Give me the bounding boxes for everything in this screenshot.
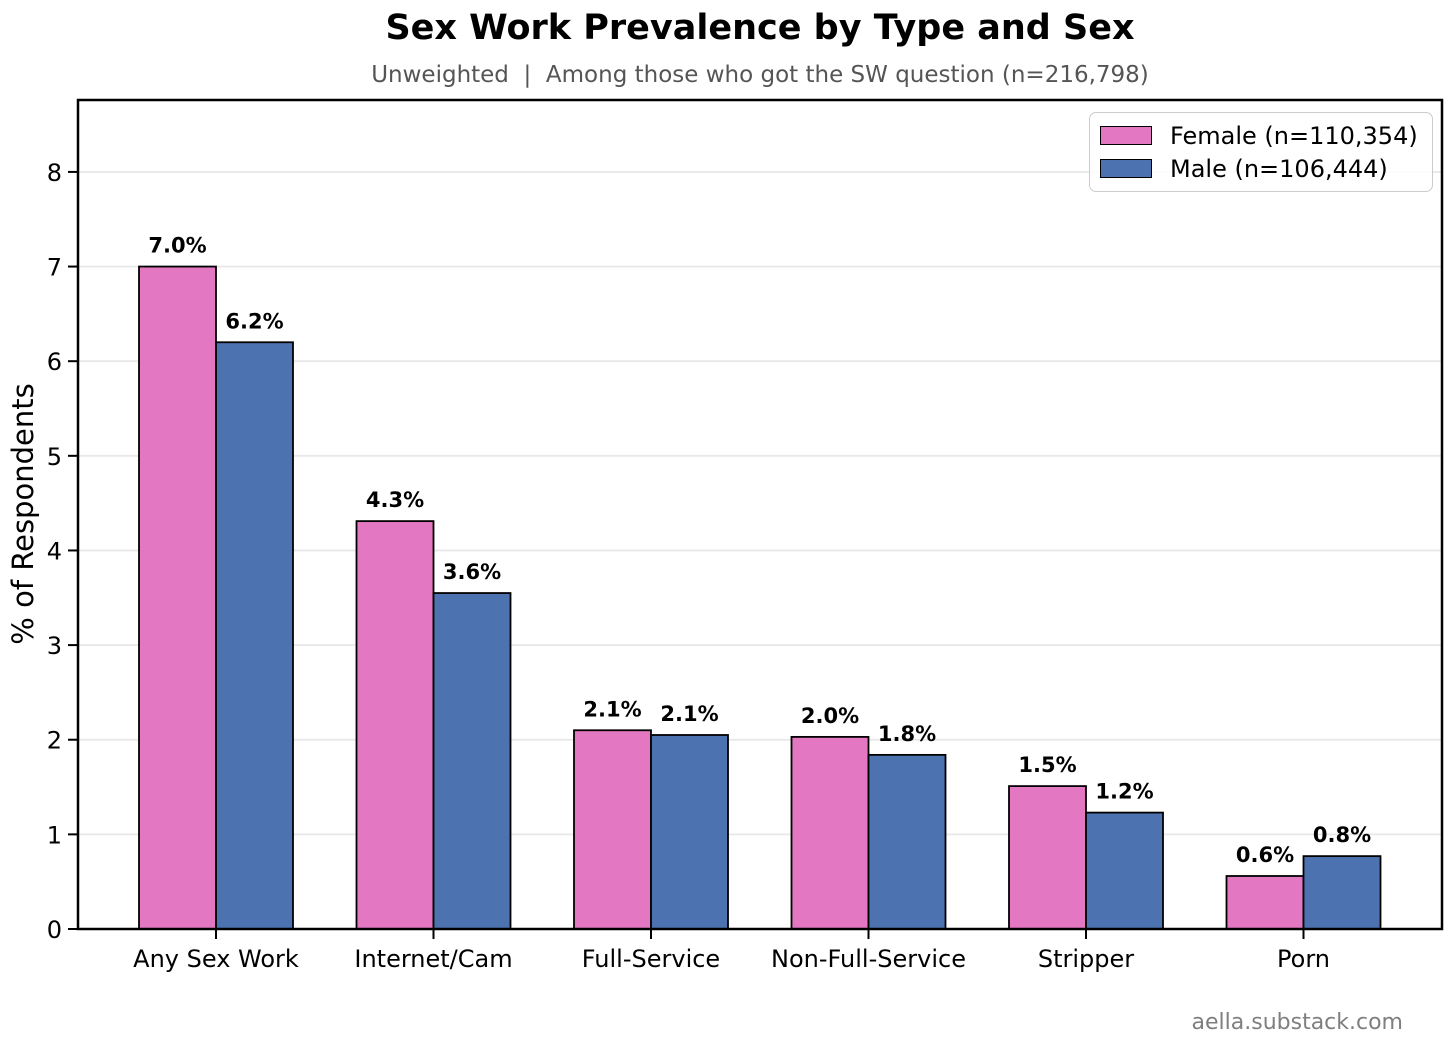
value-label-female-full-service: 2.1% — [583, 697, 641, 721]
y-tick-label-7: 7 — [47, 254, 62, 282]
bar-male-porn — [1302, 855, 1382, 930]
category-label-stripper: Stripper — [1038, 945, 1134, 973]
bar-male-any-sex-work — [215, 341, 294, 930]
bar-female-any-sex-work — [138, 265, 217, 930]
category-label-internet-cam: Internet/Cam — [354, 945, 512, 973]
bar-male-full-service — [650, 734, 729, 930]
chart-title: Sex Work Prevalence by Type and Sex — [385, 8, 1135, 48]
value-label-male-stripper: 1.2% — [1095, 780, 1153, 804]
y-axis-label: % of Respondents — [6, 383, 40, 644]
axes-layer: 0 1 2 3 4 5 6 7 8 Any Sex Work Internet/Cam Full-Se… — [47, 98, 1444, 973]
value-label-female-internet-cam: 4.3% — [366, 488, 424, 512]
value-label-female-stripper: 1.5% — [1018, 753, 1076, 777]
bar-male-internet-cam — [432, 592, 512, 930]
legend-swatch-male — [1100, 159, 1152, 178]
legend: Female (n=110,354) Male (n=106,444) — [1089, 112, 1433, 192]
bar-female-internet-cam — [355, 520, 435, 930]
category-label-any-sex-work: Any Sex Work — [133, 945, 299, 973]
legend-item-male: Male (n=106,444) — [1100, 155, 1422, 183]
value-label-male-any-sex-work: 6.2% — [225, 309, 283, 333]
bars-layer — [138, 265, 1382, 930]
value-label-male-full-service: 2.1% — [660, 702, 718, 726]
y-tick-label-1: 1 — [47, 821, 62, 849]
legend-swatch-female — [1100, 126, 1152, 145]
value-label-male-non-full-service: 1.8% — [878, 722, 936, 746]
bar-male-stripper — [1085, 811, 1164, 930]
footer-credit: aella.substack.com — [1191, 1010, 1403, 1035]
category-label-full-service: Full-Service — [582, 945, 720, 973]
value-label-female-porn: 0.6% — [1236, 843, 1294, 867]
labels-layer: 7.0% 4.3% 2.1% 2.0% 1.5% 0.6% 6.2% 3.6% 2.1% 1.8%… — [148, 234, 1371, 867]
y-tick-label-0: 0 — [47, 916, 62, 944]
y-tick-label-8: 8 — [47, 159, 62, 187]
legend-item-female: Female (n=110,354) — [1100, 122, 1422, 150]
y-tick-label-4: 4 — [47, 537, 62, 565]
value-label-female-any-sex-work: 7.0% — [148, 234, 206, 258]
y-tick-label-5: 5 — [47, 443, 62, 471]
plot-border — [76, 98, 1444, 931]
chart-subtitle: Unweighted | Among those who got the SW … — [371, 62, 1149, 88]
bar-female-full-service — [573, 729, 652, 930]
bar-male-non-full-service — [867, 753, 947, 930]
value-label-male-porn: 0.8% — [1313, 823, 1371, 847]
legend-label-male: Male (n=106,444) — [1170, 154, 1388, 183]
value-label-male-internet-cam: 3.6% — [443, 560, 501, 584]
legend-label-female: Female (n=110,354) — [1170, 121, 1418, 150]
bar-female-non-full-service — [790, 735, 870, 930]
bar-female-stripper — [1008, 785, 1087, 930]
bar-female-porn — [1225, 875, 1305, 930]
value-label-female-non-full-service: 2.0% — [801, 704, 859, 728]
category-label-non-full-service: Non-Full-Service — [771, 945, 966, 973]
y-tick-label-6: 6 — [47, 348, 62, 376]
y-tick-label-3: 3 — [47, 632, 62, 660]
category-label-porn: Porn — [1277, 945, 1330, 973]
y-tick-label-2: 2 — [47, 727, 62, 755]
